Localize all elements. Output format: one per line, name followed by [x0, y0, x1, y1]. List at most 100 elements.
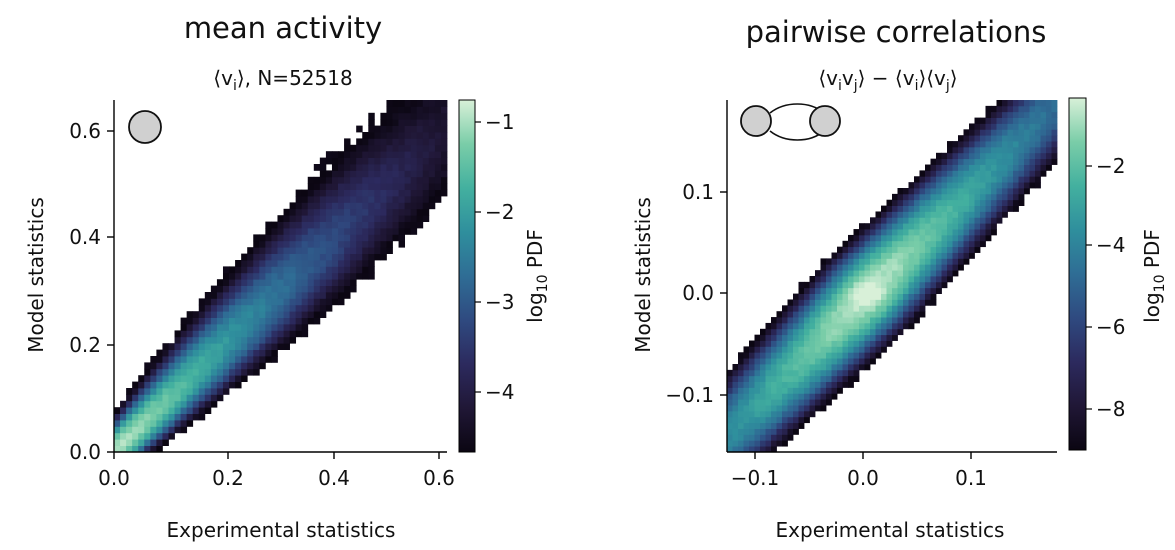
heatmap-cell: [162, 362, 169, 370]
heatmap-cell: [804, 281, 810, 289]
heatmap-cell: [283, 311, 290, 318]
heatmap-cell: [428, 125, 436, 133]
heatmap-cell: [350, 234, 357, 242]
heatmap-cell: [277, 298, 284, 306]
cbar-label-part: PDF: [1140, 229, 1164, 274]
heatmap-cell: [180, 324, 188, 331]
heatmap-cell: [416, 132, 424, 139]
heatmap-cell: [776, 381, 783, 388]
heatmap-cell: [903, 252, 909, 259]
heatmap-cell: [380, 151, 387, 158]
heatmap-cell: [804, 410, 810, 418]
heatmap-cell: [831, 311, 838, 318]
heatmap-cell: [853, 276, 860, 283]
heatmap-cell: [974, 234, 981, 242]
heatmap-cell: [247, 330, 254, 338]
heatmap-cell: [842, 276, 849, 283]
heatmap-cell: [295, 317, 303, 325]
heatmap-cell: [120, 420, 127, 427]
heatmap-cell: [947, 217, 953, 224]
heatmap-cell: [198, 343, 206, 350]
heatmap-cell: [765, 375, 772, 382]
heatmap-cell: [295, 215, 303, 222]
heatmap-cell: [996, 182, 1003, 189]
heatmap-cell: [870, 311, 876, 318]
heatmap-cell: [174, 426, 181, 434]
heatmap-cell: [1035, 117, 1041, 124]
heatmap-cell: [186, 343, 194, 350]
heatmap-cell: [434, 106, 442, 114]
heatmap-cell: [980, 152, 986, 160]
heatmap-cell: [362, 132, 369, 139]
heatmap-cell: [848, 364, 854, 371]
heatmap-cell: [798, 416, 805, 424]
heatmap-cell: [749, 440, 755, 447]
heatmap-cell: [798, 410, 805, 418]
heatmap-cell: [180, 362, 188, 370]
heatmap-cell: [368, 260, 375, 267]
heatmap-cell: [963, 193, 970, 201]
heatmap-cell: [180, 343, 188, 350]
heatmap-cell: [1002, 111, 1008, 118]
heatmap-cell: [241, 279, 248, 286]
heatmap-cell: [368, 176, 375, 184]
heatmap-cell: [392, 202, 399, 210]
heatmap-cell: [870, 358, 876, 365]
heatmap-cell: [974, 129, 981, 136]
heatmap-cell: [842, 293, 849, 300]
heatmap-cell: [743, 416, 750, 424]
heatmap-cell: [216, 304, 224, 312]
heatmap-cell: [416, 112, 424, 120]
heatmap-cell: [289, 247, 297, 254]
heatmap-cell: [277, 266, 284, 274]
heatmap-cell: [969, 217, 975, 224]
heatmap-cell: [229, 336, 236, 344]
heatmap-cell: [952, 205, 959, 212]
y-tick-label: 0.0: [69, 440, 101, 464]
heatmap-cell: [374, 189, 381, 197]
heatmap-cell: [253, 260, 260, 267]
heatmap-cell: [974, 229, 981, 236]
heatmap-cell: [754, 381, 761, 388]
heatmap-cell: [198, 368, 206, 376]
heatmap-cell: [295, 292, 303, 299]
heatmap-cell: [410, 196, 418, 203]
x-tick-label: 0.4: [318, 466, 350, 490]
heatmap-cell: [732, 399, 739, 406]
heatmap-cell: [837, 299, 843, 306]
heatmap-cell: [787, 299, 794, 306]
heatmap-cell: [404, 157, 412, 165]
heatmap-cell: [919, 270, 926, 277]
heatmap-cell: [881, 287, 887, 294]
heatmap-cell: [416, 138, 424, 146]
heatmap-cell: [277, 324, 284, 331]
heatmap-cell: [150, 420, 157, 427]
heatmap-cell: [241, 317, 248, 325]
heatmap-cell: [969, 152, 975, 160]
heatmap-cell: [771, 328, 777, 336]
heatmap-cell: [991, 199, 997, 206]
heatmap-cell: [1046, 152, 1052, 160]
heatmap-cell: [760, 375, 766, 382]
heatmap-cell: [380, 125, 387, 133]
heatmap-cell: [319, 202, 327, 210]
heatmap-cell: [952, 264, 959, 271]
heatmap-cell: [980, 135, 986, 142]
heatmap-cell: [787, 346, 794, 353]
cbar-label-part: log: [1140, 292, 1164, 323]
heatmap-cell: [848, 246, 854, 253]
heatmap-cell: [1035, 111, 1041, 118]
heatmap-cell: [1018, 164, 1025, 171]
heatmap-cell: [897, 287, 904, 294]
heatmap-cell: [892, 322, 898, 330]
heatmap-cell: [362, 183, 369, 190]
heatmap-cell: [925, 252, 931, 259]
heatmap-cell: [247, 343, 254, 350]
heatmap-cell: [180, 407, 188, 414]
heatmap-cell: [919, 170, 926, 177]
heatmap-cell: [392, 100, 399, 107]
heatmap-cell: [743, 364, 750, 371]
heatmap-cell: [265, 324, 272, 331]
heatmap-cell: [216, 336, 224, 344]
heatmap-cell: [374, 170, 381, 178]
